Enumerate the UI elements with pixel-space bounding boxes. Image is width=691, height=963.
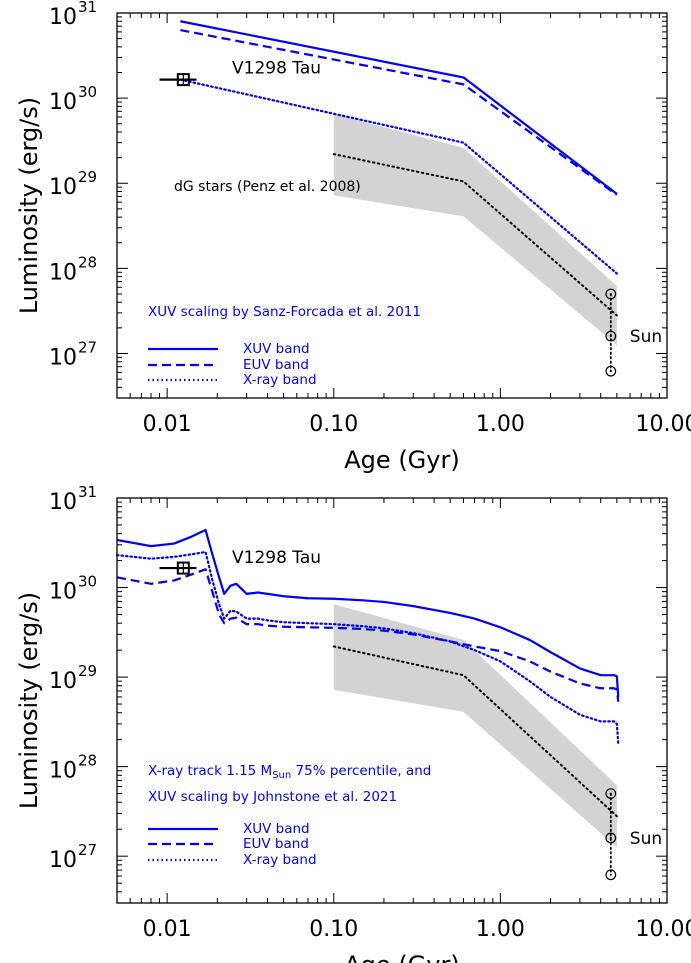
sun-symbol-2 [605,330,617,342]
y-tick-exponent: 27 [78,338,97,356]
plot-frame [116,12,668,399]
legend-label-1: XUV band [243,821,310,837]
legend-label-1: XUV band [243,341,310,357]
y-tick-label: 10 [49,5,77,30]
y-axis-title: Luminosity (erg/s) [15,97,43,314]
series-line-xuv-band [180,20,618,195]
x-tick-label: 0.10 [309,412,358,437]
dg-stars-annotation: dG stars (Penz et al. 2008) [174,179,361,195]
y-tick-label: 10 [49,90,77,115]
scaling-annotation-text: 75% percentile, and [291,763,431,779]
x-tick-label: 10.00 [636,412,691,437]
y-tick-exponent: 28 [78,253,97,271]
y-tick-label: 10 [49,260,77,285]
y-tick-exponent: 30 [78,83,97,101]
legend-label-3: X-ray band [243,372,317,388]
scaling-annotation-text: X-ray track 1.15 M [148,763,272,779]
y-tick-base: 10 [49,175,77,200]
sun-symbol-3 [605,365,617,377]
y-tick-base: 10 [49,490,77,515]
y-tick-label: 10 [49,848,77,873]
y-tick-exponent: 28 [78,752,97,770]
scaling-annotation-line2: XUV scaling by Johnstone et al. 2021 [148,789,397,805]
legend-label-2: EUV band [243,836,309,852]
scaling-annotation-subscript: Sun [272,770,291,781]
dg-stars-band [333,114,617,346]
v1298-label: V1298 Tau [232,548,321,568]
y-tick-base: 10 [49,848,77,873]
y-tick-label: 10 [49,759,77,784]
v1298-label: V1298 Tau [232,59,321,79]
y-tick-exponent: 31 [78,0,97,16]
plot-frame [116,497,668,904]
y-tick-base: 10 [49,759,77,784]
y-tick-exponent: 27 [78,841,97,859]
legend-label-3: X-ray band [243,852,317,868]
x-tick-label: 0.01 [143,412,192,437]
legend-label-2: EUV band [243,357,309,373]
x-tick-label: 0.01 [143,917,192,942]
y-tick-base: 10 [49,669,77,694]
y-tick-exponent: 31 [78,483,97,501]
sun-symbol-dot-3 [609,873,612,876]
y-tick-base: 10 [49,345,77,370]
sun-symbol-2 [605,832,617,844]
dg-stars-band [333,604,617,848]
y-tick-exponent: 29 [78,168,97,186]
y-tick-exponent: 29 [78,662,97,680]
y-tick-label: 10 [49,345,77,370]
series-line-x-ray-band [179,78,618,275]
y-tick-base: 10 [49,580,77,605]
y-tick-base: 10 [49,90,77,115]
sun-symbol-1 [605,788,617,799]
series-line-euv-band [116,568,620,702]
sun-symbol-dot-2 [609,836,612,839]
y-axis-title: Luminosity (erg/s) [15,592,43,809]
dg-stars-median-line [332,645,618,818]
series-line-euv-band [180,28,618,196]
sun-symbol-1 [605,288,617,300]
x-axis-title: Age (Gyr) [344,446,459,474]
sun-symbol-dot-3 [609,370,612,373]
y-tick-base: 10 [49,5,77,30]
sun-symbol-dot-1 [609,292,612,295]
x-tick-label: 0.10 [309,917,358,942]
dg-stars-median-line [332,153,618,317]
y-tick-label: 10 [49,490,77,515]
series-line-xuv-band [116,528,620,698]
sun-symbol-dot-2 [609,335,612,338]
scaling-annotation: XUV scaling by Sanz-Forcada et al. 2011 [148,304,421,320]
series-line-x-ray-band [115,550,620,745]
y-tick-label: 10 [49,669,77,694]
sun-symbol-dot-1 [609,792,612,795]
x-tick-label: 1.00 [476,412,525,437]
x-tick-label: 10.00 [636,917,691,942]
sun-symbol-3 [605,869,617,881]
x-tick-label: 1.00 [476,917,525,942]
y-tick-label: 10 [49,580,77,605]
scaling-annotation-line1: X-ray track 1.15 MSun 75% percentile, an… [148,763,431,781]
sun-label: Sun [630,829,662,849]
y-tick-base: 10 [49,260,77,285]
sun-label: Sun [630,327,662,347]
y-tick-exponent: 30 [78,573,97,591]
x-axis-title: Age (Gyr) [344,951,459,963]
y-tick-label: 10 [49,175,77,200]
